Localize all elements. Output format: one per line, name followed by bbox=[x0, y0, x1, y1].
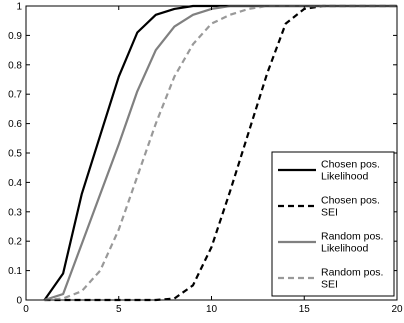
series-line-2 bbox=[44, 4, 397, 302]
legend-label-2: SEI bbox=[321, 207, 338, 219]
legend-label-2: Chosen pos. bbox=[321, 195, 380, 207]
y-tick-label: 0.8 bbox=[8, 60, 22, 71]
y-tick-label: 0.5 bbox=[8, 149, 22, 160]
legend-label-1: Likelihood bbox=[321, 171, 368, 183]
y-tick-label: 0.9 bbox=[8, 31, 22, 42]
axes: 0 5 10 15 20 0 0.1 0.2 0.3 0.4 0.5 0.6 0.7 0.8 0.9 1 bbox=[8, 2, 403, 316]
y-tick-label: 0.2 bbox=[8, 237, 22, 248]
y-tick-label: 0 bbox=[16, 296, 22, 307]
x-tick-label: 5 bbox=[116, 304, 122, 315]
x-tick-label: 15 bbox=[299, 304, 311, 315]
x-tick-label: 0 bbox=[23, 304, 29, 315]
y-tick-label: 0.3 bbox=[8, 207, 22, 218]
y-tick-label: 1 bbox=[16, 2, 22, 13]
legend-label-3: Random pos. bbox=[321, 231, 383, 243]
legend-label-3: Likelihood bbox=[321, 243, 368, 255]
y-tick-label: 0.4 bbox=[8, 178, 22, 189]
series-line-4 bbox=[44, 4, 397, 302]
legend-label-1: Chosen pos. bbox=[321, 159, 380, 171]
x-tick-label: 10 bbox=[206, 304, 218, 315]
legend-box bbox=[271, 151, 395, 297]
y-tick-label: 0.7 bbox=[8, 90, 22, 101]
y-tick-label: 0.1 bbox=[8, 266, 22, 277]
legend-label-4: SEI bbox=[321, 279, 338, 291]
x-tick-label: 20 bbox=[391, 304, 403, 315]
y-tick-label: 0.6 bbox=[8, 119, 22, 130]
legend-label-4: Random pos. bbox=[321, 267, 383, 279]
